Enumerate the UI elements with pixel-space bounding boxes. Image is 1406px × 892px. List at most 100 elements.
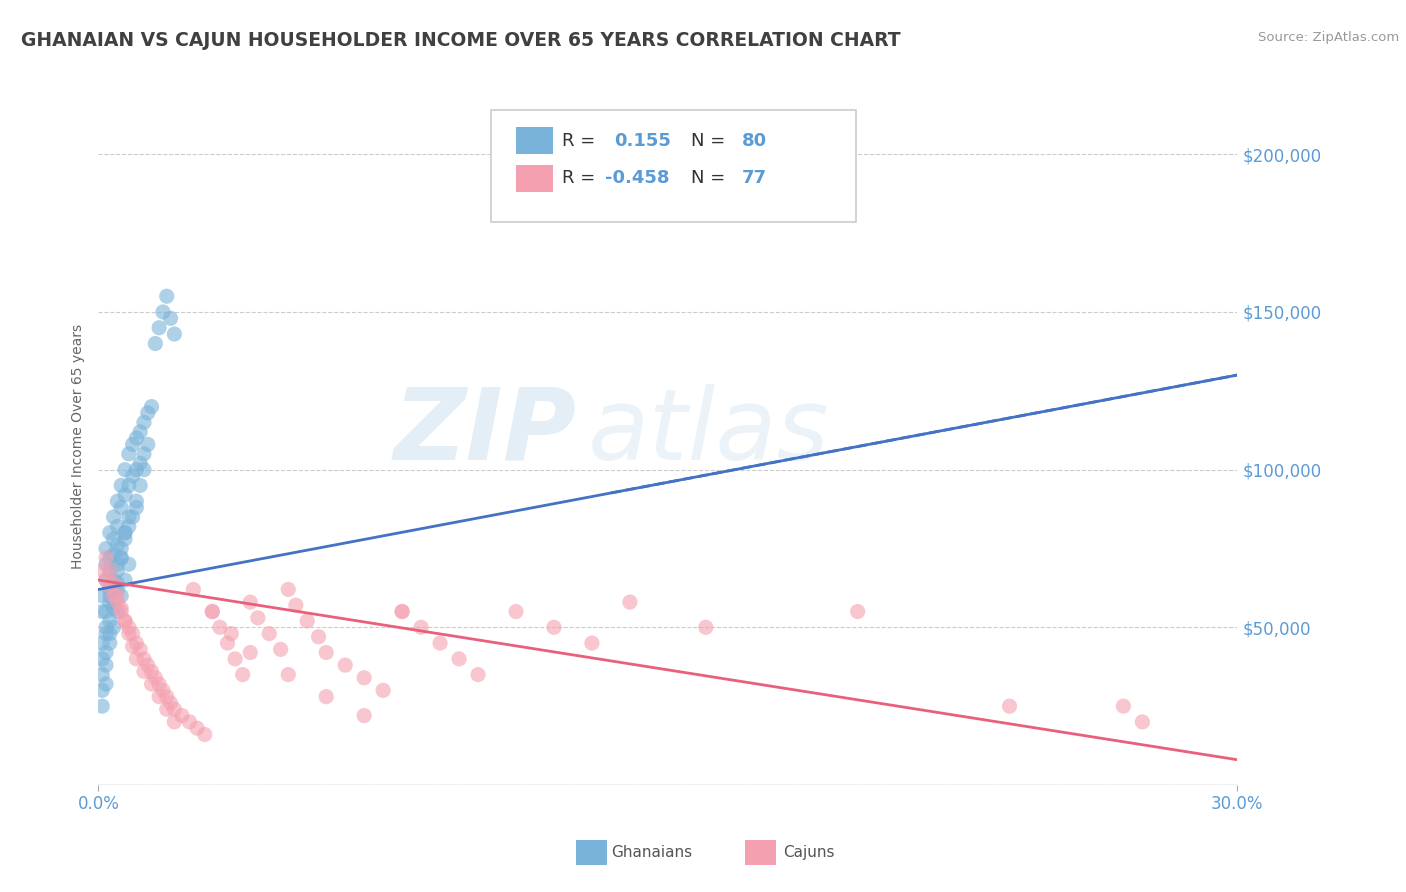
Point [136, 437, 159, 451]
Point [103, 595, 125, 609]
Point [98, 589, 121, 603]
FancyBboxPatch shape [516, 165, 553, 192]
Y-axis label: Householder Income Over 65 years: Householder Income Over 65 years [72, 324, 86, 568]
Point [129, 478, 152, 492]
Point [125, 431, 148, 445]
Point [505, 605, 527, 619]
Point [94, 605, 117, 619]
Point [94, 573, 117, 587]
Point [201, 605, 224, 619]
Point [145, 336, 167, 351]
Point [98, 550, 121, 565]
Point [94, 558, 117, 572]
Point [259, 626, 281, 640]
Point [1112, 699, 1135, 714]
Point [118, 626, 141, 640]
Text: GHANAIAN VS CAJUN HOUSEHOLDER INCOME OVER 65 YEARS CORRELATION CHART: GHANAIAN VS CAJUN HOUSEHOLDER INCOME OVE… [21, 31, 901, 50]
Point [103, 532, 125, 546]
Point [103, 573, 125, 587]
Point [110, 605, 132, 619]
Point [118, 447, 141, 461]
Text: N =: N = [690, 169, 725, 187]
Point [163, 702, 186, 716]
Point [315, 690, 337, 704]
Point [125, 636, 148, 650]
Point [110, 589, 132, 603]
Point [132, 415, 155, 429]
Point [270, 642, 292, 657]
Point [132, 447, 155, 461]
Point [315, 646, 337, 660]
Point [107, 519, 129, 533]
Point [186, 721, 208, 735]
Point [110, 550, 132, 565]
Point [98, 564, 121, 578]
Point [297, 614, 319, 628]
Point [107, 558, 129, 572]
Point [148, 690, 170, 704]
Point [121, 626, 143, 640]
Point [91, 667, 114, 681]
Text: 77: 77 [742, 169, 766, 187]
Point [695, 620, 717, 634]
Point [246, 611, 269, 625]
Point [136, 658, 159, 673]
Text: atlas: atlas [588, 384, 830, 481]
Point [103, 620, 125, 634]
Point [129, 642, 152, 657]
Point [94, 677, 117, 691]
Point [125, 652, 148, 666]
Point [170, 708, 193, 723]
Point [239, 595, 262, 609]
Point [103, 510, 125, 524]
Point [217, 636, 239, 650]
Point [103, 576, 125, 591]
Point [335, 658, 357, 673]
Point [114, 463, 136, 477]
Point [98, 525, 121, 540]
Point [107, 582, 129, 597]
Point [152, 683, 174, 698]
Point [107, 605, 129, 619]
Point [159, 311, 181, 326]
Point [284, 599, 307, 613]
Point [107, 589, 129, 603]
Point [114, 614, 136, 628]
Point [619, 595, 641, 609]
Point [141, 400, 163, 414]
Point [114, 614, 136, 628]
Point [98, 564, 121, 578]
Point [129, 456, 152, 470]
Point [94, 658, 117, 673]
Point [94, 626, 117, 640]
Point [353, 671, 375, 685]
Point [98, 582, 121, 597]
Point [91, 564, 114, 578]
Point [467, 667, 489, 681]
Text: 80: 80 [742, 132, 768, 150]
Point [110, 478, 132, 492]
Point [391, 605, 413, 619]
Point [98, 579, 121, 593]
Point [98, 595, 121, 609]
Point [121, 639, 143, 653]
Point [103, 601, 125, 615]
Point [107, 494, 129, 508]
Point [91, 699, 114, 714]
Point [156, 289, 179, 303]
Point [179, 714, 201, 729]
Point [125, 463, 148, 477]
Point [148, 320, 170, 334]
Point [132, 463, 155, 477]
Point [846, 605, 869, 619]
Point [141, 677, 163, 691]
Text: ZIP: ZIP [394, 384, 576, 481]
Point [194, 727, 217, 741]
Point [132, 665, 155, 679]
Point [208, 620, 231, 634]
Point [125, 494, 148, 508]
Point [114, 525, 136, 540]
Text: Ghanaians: Ghanaians [612, 846, 693, 860]
Point [118, 478, 141, 492]
Point [114, 525, 136, 540]
